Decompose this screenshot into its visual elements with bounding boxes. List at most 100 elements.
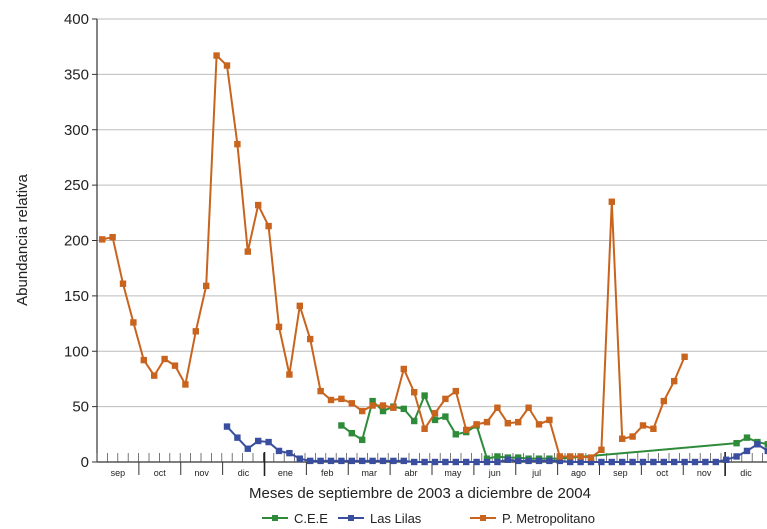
data-point bbox=[546, 416, 553, 424]
data-point bbox=[338, 422, 345, 429]
data-point bbox=[275, 323, 283, 331]
data-point bbox=[442, 413, 449, 420]
data-point bbox=[244, 248, 251, 255]
data-point bbox=[140, 356, 147, 364]
x-month-label: sep bbox=[111, 468, 126, 478]
data-point bbox=[338, 395, 345, 403]
y-tick-label: 150 bbox=[64, 288, 89, 305]
data-point bbox=[234, 140, 241, 148]
data-point bbox=[359, 436, 366, 444]
data-point bbox=[619, 458, 626, 466]
data-point bbox=[338, 457, 345, 465]
data-point bbox=[712, 458, 719, 466]
data-point bbox=[733, 439, 740, 447]
data-point bbox=[587, 458, 595, 466]
data-point bbox=[327, 396, 335, 404]
data-point bbox=[681, 458, 688, 466]
y-tick-label: 100 bbox=[64, 343, 89, 360]
data-point bbox=[421, 458, 428, 466]
x-axis-title: Meses de septiembre de 2003 a diciembre … bbox=[249, 485, 591, 502]
data-point bbox=[317, 457, 324, 465]
x-month-label: jul bbox=[531, 468, 541, 478]
data-point bbox=[608, 198, 615, 205]
series-lines bbox=[99, 52, 767, 466]
data-point bbox=[639, 458, 647, 466]
data-point bbox=[192, 328, 199, 335]
gridlines bbox=[97, 18, 767, 408]
y-axis-title: Abundancia relativa bbox=[14, 173, 31, 305]
data-point bbox=[369, 457, 376, 465]
x-month-labels: sep oct nov dic ene feb mar abr may jun jul ago sep o… bbox=[111, 468, 753, 478]
legend: C.E.E Las Lilas P. Metropolitano bbox=[262, 511, 595, 526]
data-point bbox=[151, 372, 158, 379]
data-point bbox=[608, 458, 615, 466]
data-point bbox=[535, 421, 543, 428]
data-point bbox=[598, 458, 605, 466]
data-point bbox=[379, 457, 387, 465]
data-point bbox=[255, 201, 262, 209]
y-tick-label: 200 bbox=[64, 233, 89, 250]
data-point bbox=[275, 447, 283, 455]
data-point bbox=[244, 445, 251, 452]
data-point bbox=[567, 458, 574, 466]
data-point bbox=[234, 434, 241, 441]
data-point bbox=[598, 446, 605, 454]
data-point bbox=[296, 302, 303, 310]
data-point bbox=[286, 449, 293, 457]
data-point bbox=[411, 458, 418, 466]
data-point bbox=[515, 457, 522, 465]
data-point bbox=[369, 402, 376, 409]
data-point bbox=[400, 405, 407, 413]
data-point bbox=[182, 381, 189, 388]
data-point bbox=[473, 421, 480, 428]
data-point bbox=[359, 457, 366, 465]
data-point bbox=[494, 453, 501, 460]
data-point bbox=[431, 458, 439, 466]
legend-entry: C.E.E bbox=[262, 511, 328, 526]
x-month-label: sep bbox=[613, 468, 628, 478]
data-point bbox=[442, 458, 449, 466]
data-point bbox=[733, 453, 740, 460]
data-point bbox=[754, 441, 761, 448]
x-month-label: abr bbox=[405, 468, 418, 478]
data-point bbox=[223, 62, 231, 69]
series-line bbox=[340, 394, 767, 460]
legend-label: Las Lilas bbox=[370, 511, 422, 526]
data-point bbox=[307, 335, 314, 343]
series-2 bbox=[99, 52, 688, 461]
data-point bbox=[296, 455, 303, 462]
y-tick-labels: 0 50 100 150 200 250 300 350 400 bbox=[64, 11, 89, 471]
data-point bbox=[587, 454, 595, 461]
data-point bbox=[743, 434, 751, 441]
data-point bbox=[473, 458, 480, 466]
data-point bbox=[171, 362, 179, 369]
data-point bbox=[494, 458, 501, 466]
data-point bbox=[691, 458, 699, 466]
data-point bbox=[431, 410, 439, 417]
data-point bbox=[421, 392, 428, 399]
data-point bbox=[660, 458, 667, 466]
data-point bbox=[379, 407, 387, 415]
data-point bbox=[390, 404, 397, 411]
data-point bbox=[660, 397, 667, 405]
x-month-label: oct bbox=[154, 468, 167, 478]
data-point bbox=[764, 447, 767, 455]
data-point bbox=[379, 402, 387, 409]
x-month-label: oct bbox=[656, 468, 669, 478]
y-tick-label: 400 bbox=[64, 11, 89, 28]
data-point bbox=[307, 457, 314, 465]
data-point bbox=[223, 423, 231, 430]
data-point bbox=[723, 456, 730, 463]
data-point bbox=[119, 280, 127, 287]
data-point bbox=[619, 435, 626, 442]
x-month-label: feb bbox=[321, 468, 334, 478]
y-tick-label: 250 bbox=[64, 177, 89, 194]
data-point bbox=[348, 430, 355, 437]
data-point bbox=[265, 438, 272, 446]
series-line bbox=[101, 54, 686, 459]
legend-entry: P. Metropolitano bbox=[470, 511, 595, 526]
data-point bbox=[452, 458, 459, 466]
x-month-label: nov bbox=[697, 468, 712, 478]
data-point bbox=[629, 433, 636, 440]
x-month-label: ago bbox=[571, 468, 586, 478]
